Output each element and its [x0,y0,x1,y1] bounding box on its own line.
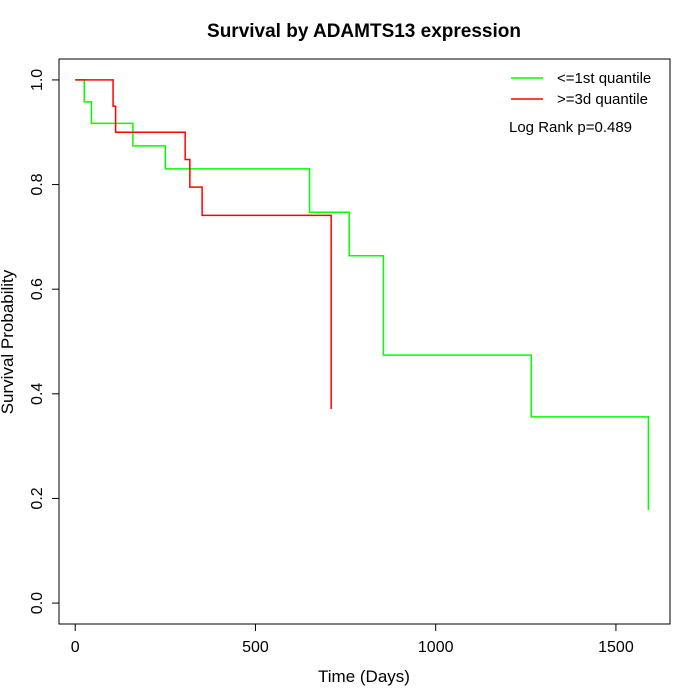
y-tick-label: 1.0 [29,69,46,91]
plot-frame [58,58,671,625]
legend: <=1st quantile >=3d quantile [511,70,651,108]
legend-label: <=1st quantile [557,70,651,87]
x-tick-label: 0 [71,639,80,656]
legend-label: >=3d quantile [557,91,648,108]
x-tick-label: 1000 [418,639,454,656]
series-line-1 [75,79,650,510]
series-layer [75,79,650,510]
y-tick-label: 0.0 [29,592,46,614]
x-axis-label: Time (Days) [318,667,410,686]
y-tick-label: 0.2 [29,487,46,509]
y-axis: 0.0 0.2 0.4 0.6 0.8 1.0 [29,69,60,614]
y-tick-label: 0.8 [29,173,46,195]
y-tick-label: 0.6 [29,278,46,300]
x-tick-label: 500 [242,639,269,656]
chart-title: Survival by ADAMTS13 expression [207,21,521,42]
y-axis-label: Survival Probability [0,269,17,414]
log-rank-annotation: Log Rank p=0.489 [509,119,632,136]
series-line-2 [75,79,332,409]
y-tick-label: 0.4 [29,383,46,405]
x-axis: 0 500 1000 1500 [71,623,634,656]
x-tick-label: 1500 [598,639,634,656]
